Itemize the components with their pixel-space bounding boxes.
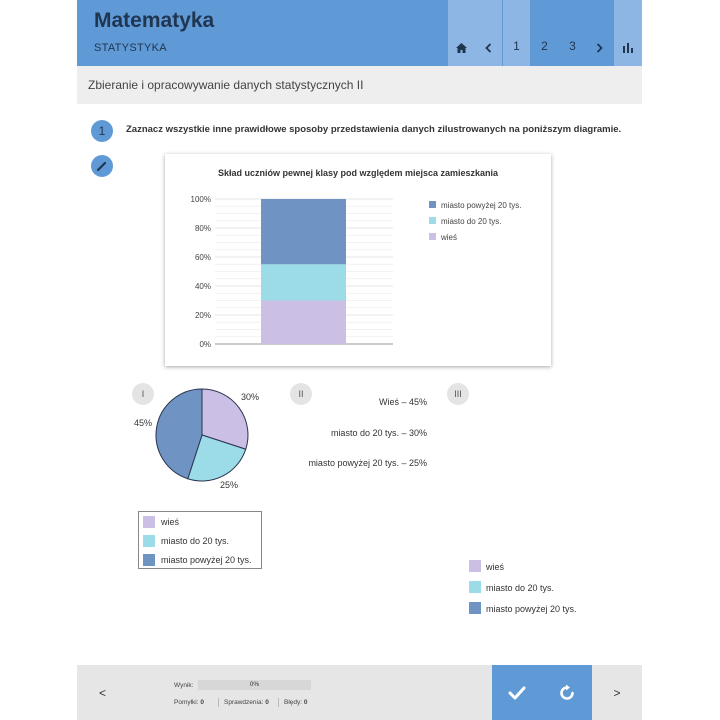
lesson-app: Matematyka STATYSTYKA 1 2 3 Zbieranie i … bbox=[77, 0, 642, 720]
option-badge-ii[interactable]: II bbox=[290, 383, 312, 405]
stats-button[interactable] bbox=[614, 0, 642, 66]
pie-label-do20: 25% bbox=[220, 480, 239, 490]
legend-swatch bbox=[469, 560, 481, 572]
home-button[interactable] bbox=[448, 0, 475, 66]
legend-label: miasto powyżej 20 tys. bbox=[486, 604, 577, 614]
legend-label: wieś bbox=[485, 562, 505, 572]
swatch-powyzej20 bbox=[143, 554, 155, 566]
score-progress-bar: 0% bbox=[198, 680, 311, 690]
home-icon bbox=[456, 43, 467, 53]
option-badge-i[interactable]: I bbox=[132, 383, 154, 405]
pie-legend-item-wies: wieś bbox=[143, 515, 179, 529]
stat-divider bbox=[278, 698, 279, 707]
section-subtitle: STATYSTYKA bbox=[94, 42, 167, 54]
score-label: Wynik: bbox=[174, 682, 194, 689]
legend-label: wieś bbox=[440, 233, 457, 242]
chevron-right-icon bbox=[596, 43, 603, 53]
app-title: Matematyka bbox=[94, 9, 215, 32]
option-ii-row-3: miasto powyżej 20 tys. – 25% bbox=[308, 458, 427, 468]
main-chart-title: Skład uczniów pewnej klasy pod względem … bbox=[217, 168, 499, 178]
page-1-button[interactable]: 1 bbox=[503, 0, 530, 66]
page-1-label: 1 bbox=[513, 39, 520, 53]
lesson-title-bar: Zbieranie i opracowywanie danych statyst… bbox=[77, 66, 642, 104]
pie-label-wies: 30% bbox=[241, 392, 260, 402]
legend-swatch bbox=[469, 602, 481, 614]
option-i-pie-chart bbox=[155, 388, 249, 482]
y-tick-label: 80% bbox=[195, 224, 211, 233]
pie-slice bbox=[155, 388, 203, 480]
legend-swatch bbox=[429, 233, 436, 240]
y-tick-label: 0% bbox=[199, 340, 211, 349]
pie-legend-item-do20: miasto do 20 tys. bbox=[143, 534, 229, 548]
stat-divider bbox=[218, 698, 219, 707]
errors-value: 0 bbox=[303, 699, 308, 706]
mistakes-value: 0 bbox=[200, 699, 204, 706]
footer-next-button[interactable]: > bbox=[613, 685, 621, 700]
footer: < Wynik: 0% Pomyłki: 0 Sprawdzenia: 0 Bł… bbox=[77, 665, 642, 720]
option-ii-row-2: miasto do 20 tys. – 30% bbox=[330, 428, 427, 438]
legend-swatch bbox=[469, 581, 481, 593]
next-page-button[interactable] bbox=[586, 0, 613, 66]
pie-legend: wieś miasto do 20 tys. miasto powyżej 20… bbox=[138, 511, 262, 569]
swatch-wies bbox=[143, 516, 155, 528]
pie-slice bbox=[187, 434, 247, 482]
mistakes-label: Pomyłki: bbox=[174, 699, 199, 706]
pie-legend-label-wies: wieś bbox=[161, 517, 180, 527]
option-badge-iii[interactable]: III bbox=[447, 383, 469, 405]
score-value: 0% bbox=[249, 681, 260, 688]
y-tick-label: 40% bbox=[195, 282, 211, 291]
page-3-label: 3 bbox=[569, 39, 576, 53]
pencil-tool-button[interactable] bbox=[91, 155, 113, 177]
legend-label: miasto do 20 tys. bbox=[486, 583, 554, 593]
errors-stat: Błędy: 0 bbox=[284, 699, 308, 706]
legend-swatch bbox=[429, 201, 436, 208]
errors-label: Błędy: bbox=[284, 699, 303, 706]
legend-label: miasto powyżej 20 tys. bbox=[441, 201, 521, 210]
page-3-button[interactable]: 3 bbox=[559, 0, 586, 66]
pie-slice bbox=[201, 388, 249, 450]
checks-label: Sprawdzenia: bbox=[224, 699, 264, 706]
stacked-bar-segment bbox=[261, 199, 346, 265]
pie-legend-label-powyzej20: miasto powyżej 20 tys. bbox=[161, 555, 252, 565]
pie-label-powyzej20: 45% bbox=[134, 418, 153, 428]
refresh-icon bbox=[560, 684, 574, 700]
y-tick-label: 60% bbox=[195, 253, 211, 262]
main-chart-card: Skład uczniów pewnej klasy pod względem … bbox=[165, 154, 551, 366]
pie-legend-item-powyzej20: miasto powyżej 20 tys. bbox=[143, 553, 252, 567]
header: Matematyka STATYSTYKA 1 2 3 bbox=[77, 0, 642, 66]
y-tick-label: 100% bbox=[191, 195, 211, 204]
legend-label: miasto do 20 tys. bbox=[441, 217, 501, 226]
main-stacked-bar-chart: 0% 20% 40% 60% 80% 100% miasto powyżej 20 tys.… bbox=[191, 195, 522, 349]
checks-value: 0 bbox=[265, 699, 269, 706]
checkmark-icon bbox=[508, 686, 526, 699]
bar-chart-icon bbox=[623, 43, 633, 53]
prev-page-button[interactable] bbox=[475, 0, 502, 66]
page-2-button[interactable]: 2 bbox=[531, 0, 558, 66]
pencil-icon bbox=[96, 161, 107, 172]
page-2-label: 2 bbox=[541, 39, 548, 53]
pie-legend-label-do20: miasto do 20 tys. bbox=[161, 536, 230, 546]
question-text: Zaznacz wszystkie inne prawidłowe sposob… bbox=[126, 124, 622, 135]
mistakes-stat: Pomyłki: 0 bbox=[174, 699, 204, 706]
chevron-left-icon bbox=[485, 43, 492, 53]
check-answer-button[interactable] bbox=[492, 665, 542, 720]
stacked-bar-segment bbox=[261, 264, 346, 301]
y-tick-label: 20% bbox=[195, 311, 211, 320]
lesson-title: Zbieranie i opracowywanie danych statyst… bbox=[88, 78, 364, 92]
footer-prev-button[interactable]: < bbox=[98, 685, 106, 700]
legend-swatch bbox=[429, 217, 436, 224]
checks-stat: Sprawdzenia: 0 bbox=[224, 699, 269, 706]
reset-button[interactable] bbox=[542, 665, 592, 720]
option-ii-row-1: Wieś – 45% bbox=[378, 397, 427, 407]
question-number-badge: 1 bbox=[91, 120, 113, 142]
swatch-do20 bbox=[143, 535, 155, 547]
stacked-bar-segment bbox=[261, 300, 346, 344]
